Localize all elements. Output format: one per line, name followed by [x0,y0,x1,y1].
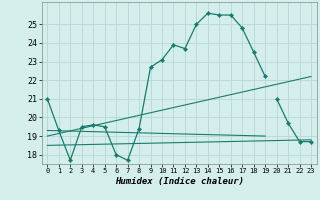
X-axis label: Humidex (Indice chaleur): Humidex (Indice chaleur) [115,177,244,186]
